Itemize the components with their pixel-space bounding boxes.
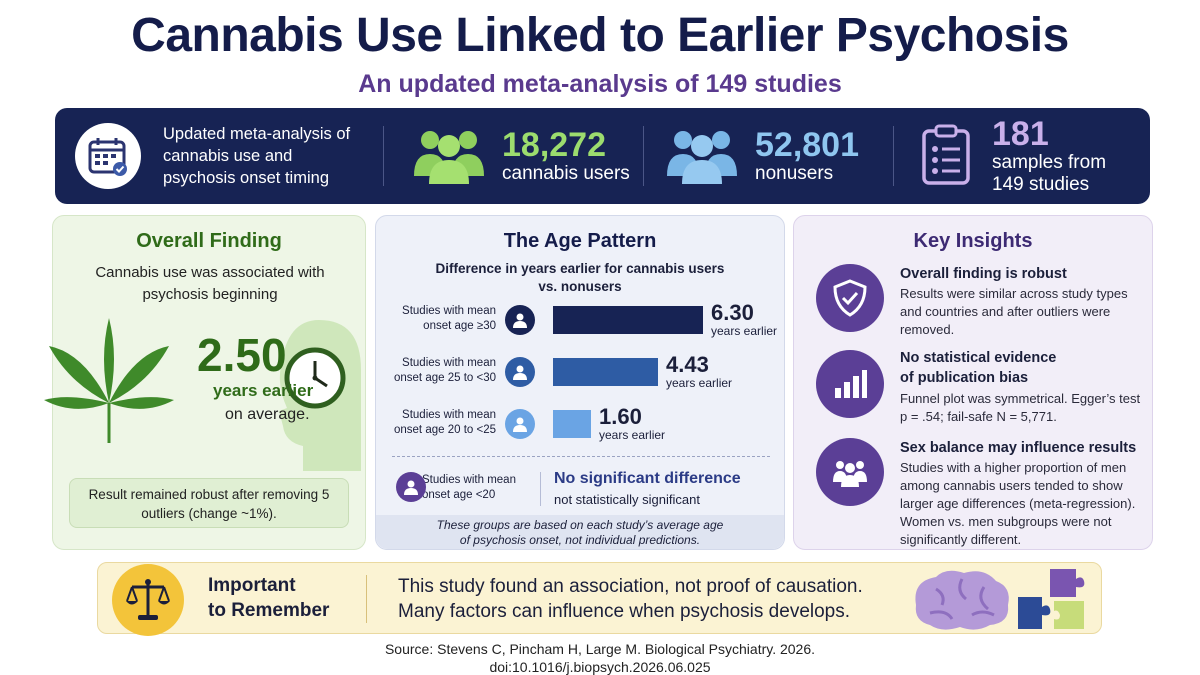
age-bar-sub: years earlier <box>711 324 778 338</box>
brain-icon <box>906 565 1016 640</box>
important-note-title: Important to Remember <box>208 573 329 623</box>
stats-divider <box>643 126 644 186</box>
samples-count: 181 <box>992 115 1049 153</box>
footnote-line: These groups are based on each study’s a… <box>436 518 724 532</box>
key-insights-panel: Key Insights Overall finding is robust R… <box>793 215 1153 550</box>
age-group-label-line: Studies with mean <box>402 357 496 369</box>
nonusers-count: 52,801 <box>755 126 859 164</box>
age-pattern-description-line: vs. nonusers <box>538 279 622 294</box>
insight-text: Studies with a higher proportion of men … <box>900 460 1136 547</box>
clipboard-icon <box>920 123 972 190</box>
stats-divider <box>893 126 894 186</box>
key-insights-title: Key Insights <box>913 230 1033 252</box>
infographic-title: Cannabis Use Linked to Earlier Psychosis <box>131 9 1069 62</box>
young-group-label-line: onset age <20 <box>422 489 496 501</box>
vertical-divider <box>540 472 541 506</box>
young-group-result-sub: not statistically significant <box>554 492 700 507</box>
stats-bar: Updated meta-analysis of cannabis use an… <box>55 108 1150 204</box>
samples-studies-label: 149 studies <box>992 174 1090 195</box>
important-note-title-line: Important <box>208 575 296 596</box>
scales-icon <box>112 564 184 636</box>
bar-chart-icon <box>816 350 884 418</box>
age-bar-value: 1.60 <box>599 404 642 429</box>
age-group-label: Studies with mean onset age 20 to <25 <box>386 408 496 438</box>
age-group-label-line: Studies with mean <box>402 305 496 317</box>
age-group-label-line: onset age ≥30 <box>423 320 496 332</box>
overall-finding-value: 2.50 <box>197 329 287 381</box>
important-note-banner: Important to Remember This study found a… <box>97 562 1102 636</box>
insight-heading: Overall finding is robust <box>900 266 1067 282</box>
shield-check-icon <box>816 264 884 332</box>
age-group-label: Studies with mean onset age ≥30 <box>386 304 496 334</box>
age-group-label-line: onset age 25 to <30 <box>394 372 496 384</box>
overall-finding-unit: years earlier <box>213 381 314 400</box>
insight-text: Results were similar across study types … <box>900 286 1128 337</box>
source-line: Source: Stevens C, Pincham H, Large M. B… <box>384 641 816 657</box>
robustness-note: Result remained robust after removing 5 … <box>69 478 349 528</box>
stat-cannabis-users: 18,272 cannabis users <box>410 108 630 204</box>
person-icon <box>505 305 535 335</box>
person-icon <box>505 357 535 387</box>
group-icon <box>816 438 884 506</box>
age-bar-sub: years earlier <box>599 428 666 442</box>
insight-text: Funnel plot was symmetrical. Egger’s tes… <box>900 391 1141 424</box>
vertical-divider <box>366 575 367 623</box>
young-group-result: No significant difference <box>554 470 741 487</box>
samples-label: samples from <box>992 152 1107 173</box>
stat-nonusers: 52,801 nonusers <box>663 108 859 204</box>
young-group-label: Studies with mean onset age <20 <box>422 473 540 503</box>
overall-finding-intro: Cannabis use was associated with psychos… <box>95 264 325 303</box>
source-doi: doi:10.1016/j.biopsych.2026.06.025 <box>489 659 711 675</box>
age-pattern-footnote: These groups are based on each study’s a… <box>376 515 784 549</box>
age-group-label-line: Studies with mean <box>402 409 496 421</box>
insight-heading: of publication bias <box>900 370 1029 386</box>
age-bar <box>553 306 703 334</box>
insight-heading: No statistical evidence <box>900 350 1057 366</box>
calendar-icon <box>75 123 141 189</box>
age-bar <box>553 410 591 438</box>
age-pattern-description: Difference in years earlier for cannabis… <box>376 260 784 296</box>
important-note-text: This study found an association, not pro… <box>398 574 863 624</box>
stat-samples: 181 samples from 149 studies <box>920 108 1106 204</box>
overall-finding-qualifier: on average. <box>225 406 310 423</box>
study-description: Updated meta-analysis of cannabis use an… <box>163 125 351 187</box>
stat-study-description: Updated meta-analysis of cannabis use an… <box>75 108 363 204</box>
puzzle-pieces-icon <box>1010 567 1098 638</box>
age-pattern-panel: The Age Pattern Difference in years earl… <box>375 215 785 550</box>
age-group-label: Studies with mean onset age 25 to <30 <box>386 356 496 386</box>
footnote-line: of psychosis onset, not individual predi… <box>459 533 701 547</box>
stats-divider <box>383 126 384 186</box>
person-icon <box>505 409 535 439</box>
age-bar-value: 4.43 <box>666 352 709 377</box>
age-group-label-line: onset age 20 to <25 <box>394 424 496 436</box>
age-bar-sub: years earlier <box>666 376 733 390</box>
nonusers-label: nonusers <box>755 163 834 184</box>
cannabis-leaf-icon <box>39 308 179 453</box>
cannabis-users-label: cannabis users <box>502 163 630 184</box>
source-citation: Source: Stevens C, Pincham H, Large M. B… <box>0 640 1200 675</box>
insight-heading: Sex balance may influence results <box>900 440 1137 456</box>
person-icon <box>396 472 426 502</box>
age-pattern-title: The Age Pattern <box>503 230 657 252</box>
people-group-icon <box>410 124 488 189</box>
important-note-title-line: to Remember <box>208 600 330 621</box>
age-bar-value: 6.30 <box>711 300 754 325</box>
important-note-text-line: Many factors can influence when psychosi… <box>398 601 851 622</box>
clock-icon <box>283 346 347 415</box>
people-group-icon <box>663 124 741 189</box>
overall-finding-title: Overall Finding <box>136 230 282 252</box>
cannabis-users-count: 18,272 <box>502 126 606 164</box>
age-pattern-description-line: Difference in years earlier for cannabis… <box>435 261 725 276</box>
age-bar <box>553 358 658 386</box>
important-note-text-line: This study found an association, not pro… <box>398 576 863 597</box>
young-group-label-line: Studies with mean <box>422 474 516 486</box>
overall-finding-panel: Overall Finding Cannabis use was associa… <box>44 215 366 550</box>
infographic-subtitle: An updated meta-analysis of 149 studies <box>358 70 842 98</box>
divider-dashed <box>392 456 770 457</box>
